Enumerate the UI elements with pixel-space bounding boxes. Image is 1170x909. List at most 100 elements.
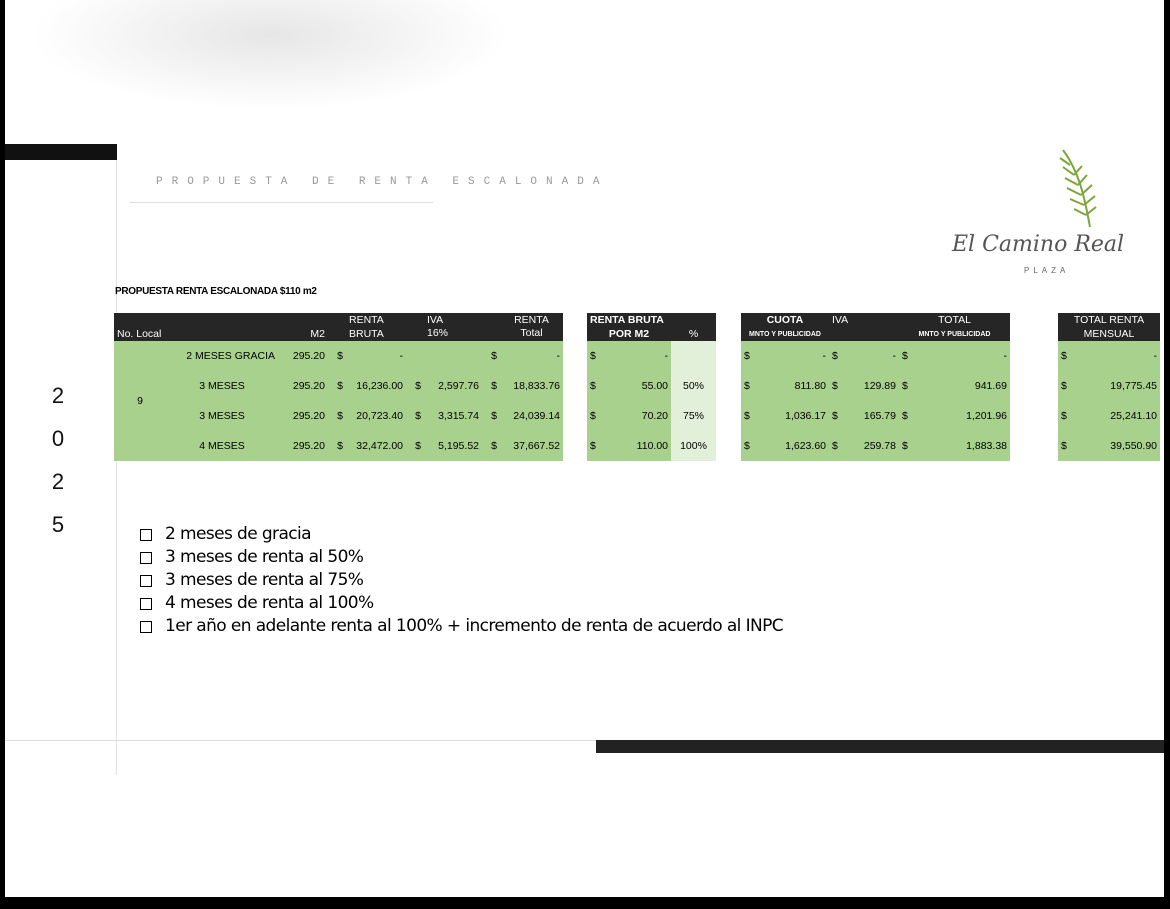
year-vertical: 2 0 2 5 [50,374,66,546]
table-row: $ - [1058,341,1160,371]
logo-name: El Camino Real [952,232,1125,257]
table-cell: $ [899,401,917,431]
table-row: $39,550.90 [1058,431,1160,461]
table-row: $25,241.10 [1058,401,1160,431]
list-item-text: 1er año en adelante renta al 100% + incr… [165,616,784,636]
table-cell: $ [829,401,847,431]
table-cell: $ [829,431,847,461]
list-item: 4 meses de renta al 100% [140,592,783,615]
table-cell: 295.20 [278,401,328,431]
table-cell: $ [899,431,917,461]
table-row: $19,775.45 [1058,371,1160,401]
table-row: $811.80 $129.89 $941.69 [741,371,1010,401]
checkbox-icon [140,620,152,633]
list-item: 2 meses de gracia [140,523,783,546]
header-bruta: BRUTA [346,327,406,341]
table-cell: $ [587,341,605,371]
divider-vertical [116,160,117,775]
table-cell: 3 MESES [166,401,278,431]
table-cell: 1,036.17 [759,401,829,431]
logo-sub: PLAZA [1024,266,1070,275]
table-cell: 2 MESES GRACIA [166,341,278,371]
table-cell: $ [899,371,917,401]
table-row: $ - $ - $ - [741,341,1010,371]
frame-right [1164,0,1170,909]
table-cell: $ [406,371,424,401]
list-item: 3 meses de renta al 50% [140,546,783,569]
table-cell: $ [587,371,605,401]
table-cell: 259.78 [847,431,899,461]
table-cell: $ [482,401,500,431]
table-cell: 110.00 [605,431,672,461]
header-row: No. Local M2 BRUTA [114,327,563,341]
table-cell: - [500,341,563,371]
table-cell: 165.79 [847,401,899,431]
table-cell: $ [1058,401,1076,431]
header-total-renta: TOTAL RENTA [1058,313,1160,327]
accent-bar-top [5,144,117,160]
table-cell: $ [482,341,500,371]
table-cell: 50% [671,371,717,401]
table-row: 4 MESES 295.20 $32,472.00 $5,195.52 $37,667.… [114,431,563,461]
table-subtitle: PROPUESTA RENTA ESCALONADA $110 m2 [115,286,317,297]
rent-table: RENTA IVA 16% RENTA Total No. Local M2 BRUTA… [114,313,563,461]
table-cell: $ [1058,341,1076,371]
table-cell: 75% [671,401,717,431]
header-por-m2: POR M2 [587,327,672,341]
table-cell: 1,623.60 [759,431,829,461]
shadow [30,0,510,110]
table-cell: $ [328,431,346,461]
table-cell: $ [741,341,759,371]
conditions-list: 2 meses de gracia 3 meses de renta al 50%… [140,523,784,638]
table-cell: - [847,341,899,371]
table-cell: $ [1058,371,1076,401]
list-item-text: 2 meses de gracia [165,524,312,544]
table-cell [671,341,717,371]
checkbox-icon [140,528,152,541]
header-cuota: CUOTA [741,313,829,327]
table-cell: 3 MESES [166,371,278,401]
table-cell [406,341,424,371]
list-item-text: 3 meses de renta al 50% [165,547,364,567]
year-digit: 2 [51,383,65,408]
table-cell: $ [328,401,346,431]
header-iva-16: IVA 16% [424,313,482,341]
table-cell: $ [328,341,346,371]
table-cell: $ [482,431,500,461]
table-cell: 295.20 [278,371,328,401]
year-digit: 0 [51,426,65,451]
header-row: RENTA IVA 16% RENTA Total [114,313,563,341]
page-title: PROPUESTA DE RENTA ESCALONADA [156,176,609,188]
table-cell: $ [899,341,917,371]
table-cell: $ [829,341,847,371]
table-cell: 129.89 [847,371,899,401]
table-cell [424,341,482,371]
table-cell: $ [829,371,847,401]
table-cell: 295.20 [278,431,328,461]
header-no-local: No. Local [114,327,166,341]
header-m2: M2 [278,327,328,341]
table-cell: 941.69 [917,371,1010,401]
table-row: 3 MESES 295.20 $20,723.40 $3,315.74 $24,039.… [114,401,563,431]
year-digit: 5 [51,512,65,537]
palm-leaf-icon [1059,149,1097,228]
frame-bottom [0,897,1170,909]
table-cell: $ [406,401,424,431]
table-cell: $ [328,371,346,401]
table-cell: - [917,341,1010,371]
checkbox-icon [140,551,152,564]
table-cell: $ [587,431,605,461]
header-mensual: MENSUAL [1058,327,1160,341]
table-cell: 295.20 [278,341,328,371]
table-cell: 1,883.38 [917,431,1010,461]
table-cell: $ [482,371,500,401]
header-renta-total: RENTA Total [500,313,563,341]
table-cell: $ [741,371,759,401]
table-row: $ - [587,341,717,371]
table-cell: 37,667.52 [500,431,563,461]
table-cell: 70.20 [605,401,672,431]
table-cell: 20,723.40 [346,401,406,431]
table-cell: 3,315.74 [424,401,482,431]
table-cell: 100% [671,431,717,461]
